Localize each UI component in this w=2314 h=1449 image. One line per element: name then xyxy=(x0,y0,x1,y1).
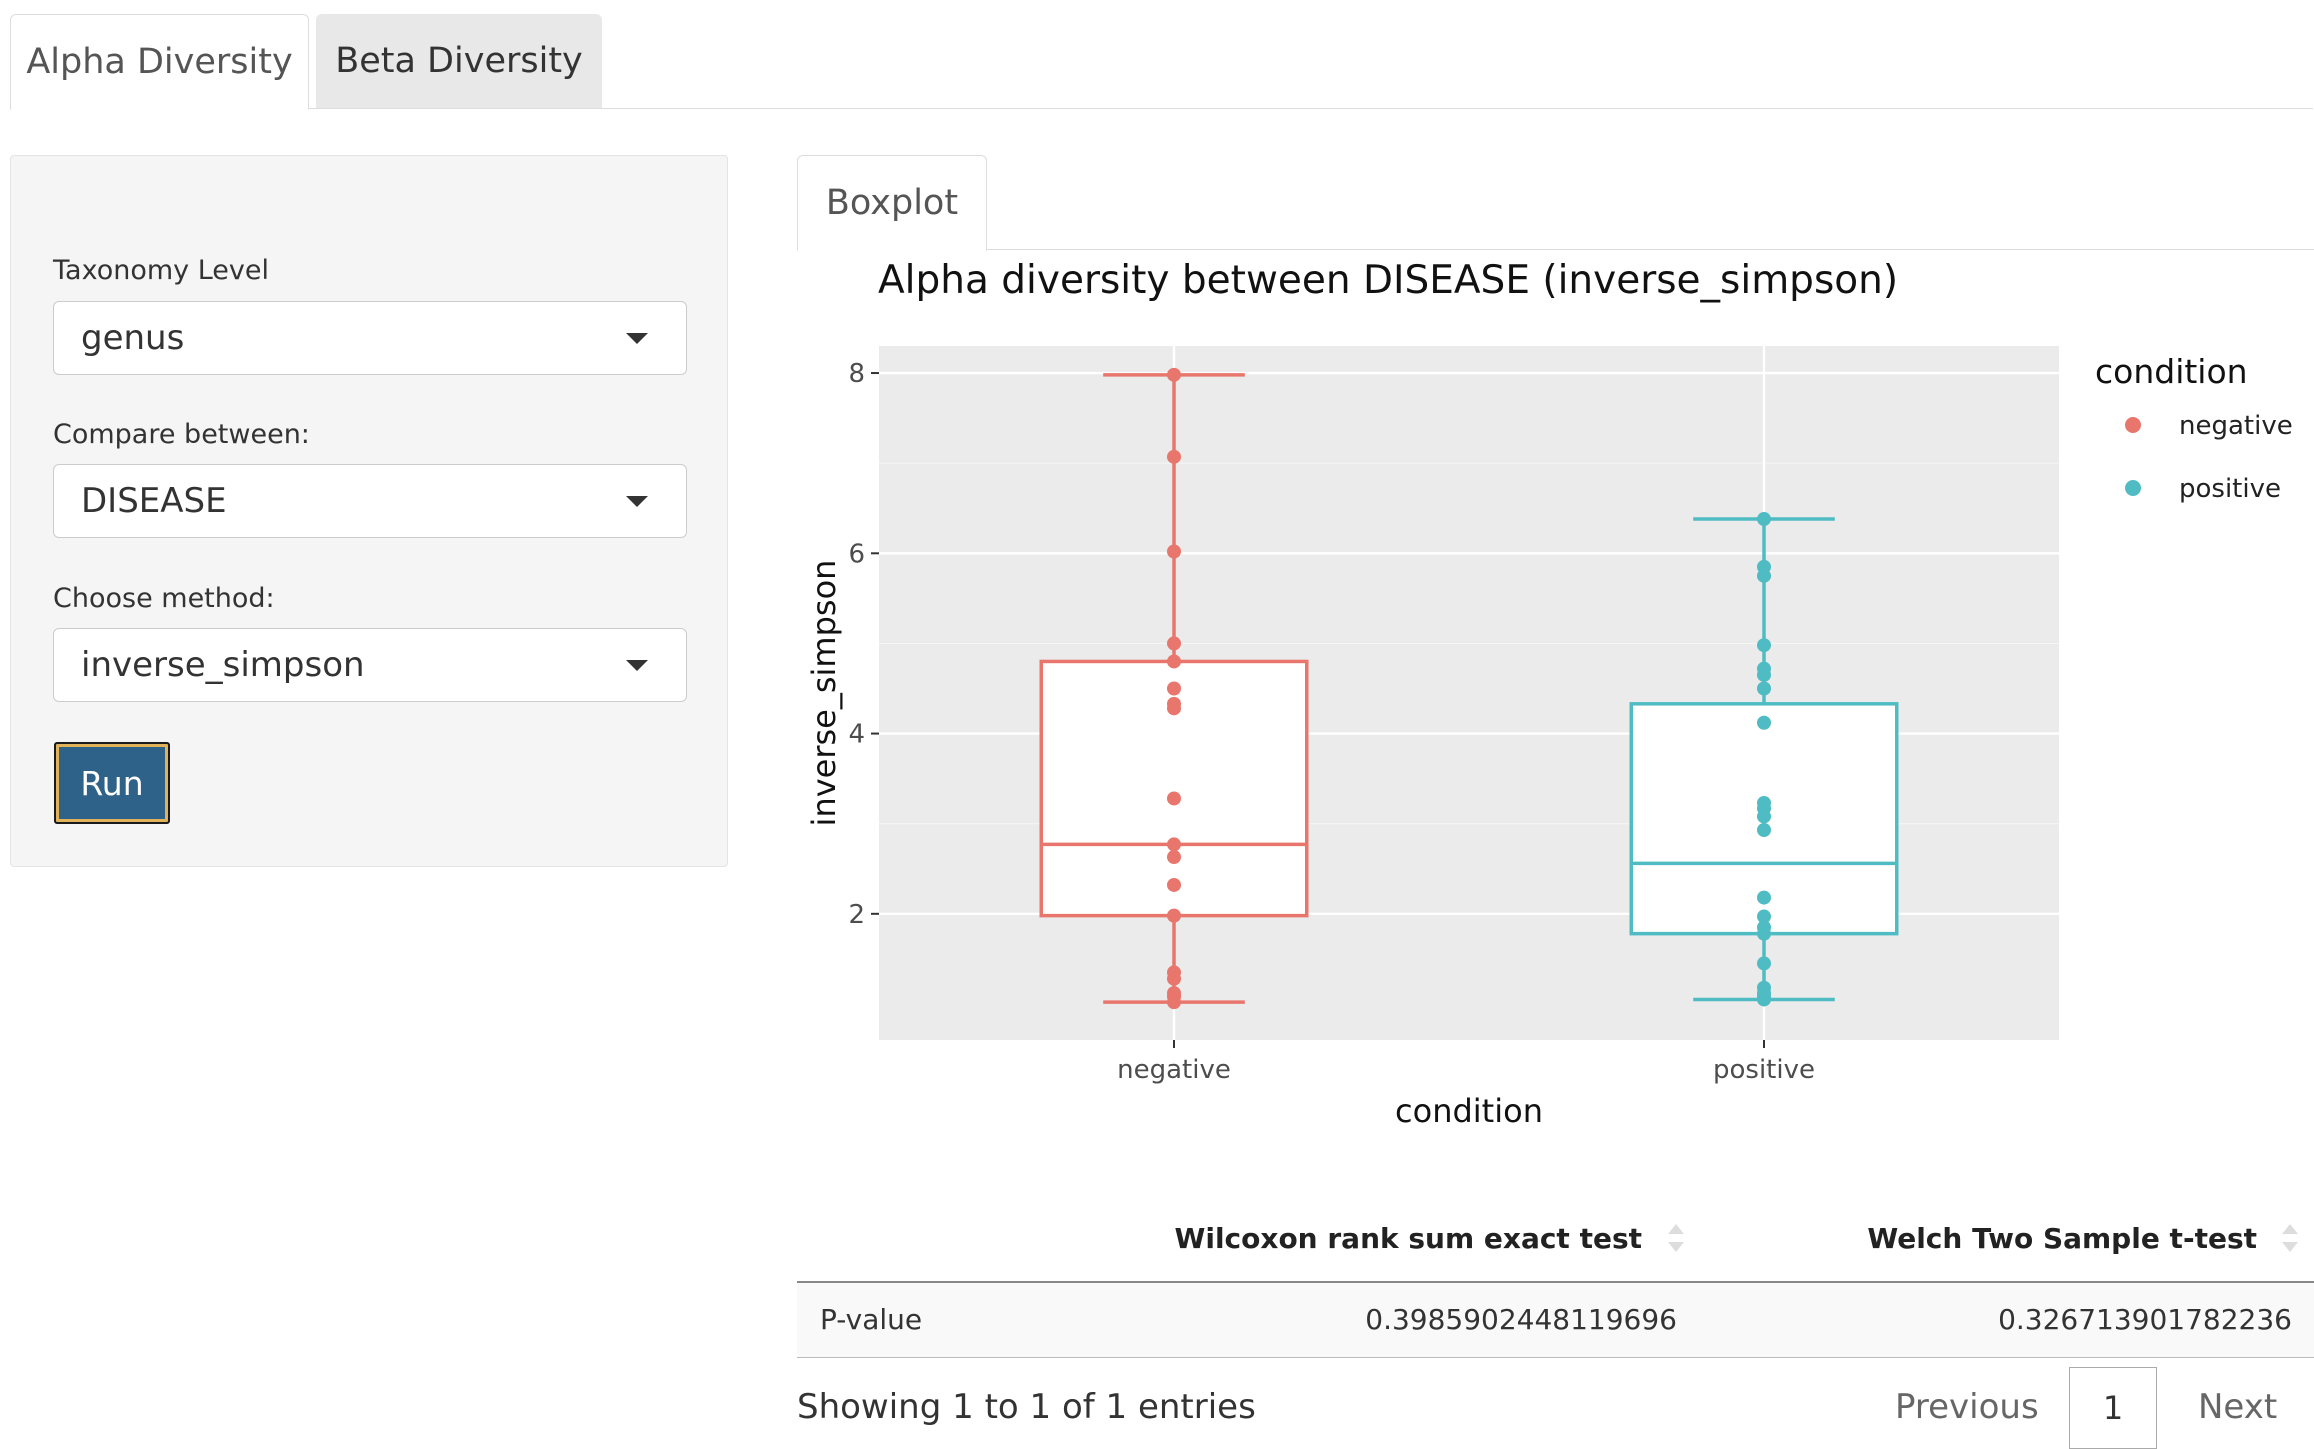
y-tick-label: 2 xyxy=(848,900,865,930)
tab-boxplot-label: Boxplot xyxy=(825,183,959,223)
data-point xyxy=(1167,681,1181,696)
legend-key xyxy=(2125,480,2141,496)
data-point xyxy=(1757,638,1771,653)
data-point xyxy=(1757,681,1771,696)
data-point xyxy=(1757,822,1771,837)
chevron-down-icon xyxy=(626,496,648,507)
data-point xyxy=(1167,791,1181,806)
table-cell-label: P-value xyxy=(820,1303,923,1336)
data-point xyxy=(1167,877,1181,892)
data-point xyxy=(1167,636,1181,651)
compare-between-value: DISEASE xyxy=(81,481,227,521)
tab-beta-diversity[interactable]: Beta Diversity xyxy=(316,14,602,108)
legend-title: condition xyxy=(2095,352,2248,391)
data-point xyxy=(1757,661,1771,676)
data-point xyxy=(1167,696,1181,711)
tab-beta-diversity-label: Beta Diversity xyxy=(335,41,583,81)
x-tick-label: positive xyxy=(1713,1055,1815,1085)
choose-method-select[interactable]: inverse_simpson xyxy=(53,628,687,702)
taxonomy-level-label: Taxonomy Level xyxy=(53,255,269,286)
data-point xyxy=(1757,920,1771,935)
data-point xyxy=(1167,965,1181,980)
data-point xyxy=(1757,980,1771,995)
y-tick-label: 6 xyxy=(848,539,865,569)
pagination-page-1-label: 1 xyxy=(2102,1389,2124,1427)
data-point xyxy=(1167,654,1181,669)
legend-label: positive xyxy=(2179,474,2281,504)
pagination-next[interactable]: Next xyxy=(2198,1387,2278,1427)
plot-tabs: Boxplot xyxy=(797,155,2314,251)
data-point xyxy=(1757,512,1771,527)
legend-key xyxy=(2125,417,2141,433)
tab-boxplot[interactable]: Boxplot xyxy=(797,155,987,251)
y-tick-label: 4 xyxy=(848,720,865,750)
chevron-down-icon xyxy=(626,660,648,671)
run-button[interactable]: Run xyxy=(54,742,170,824)
pagination-page-1[interactable]: 1 xyxy=(2069,1367,2157,1449)
data-point xyxy=(1167,449,1181,464)
legend-label: negative xyxy=(2179,411,2293,441)
y-tick-label: 8 xyxy=(848,359,865,389)
compare-between-label: Compare between: xyxy=(53,419,310,450)
sort-icon[interactable] xyxy=(2279,1221,2301,1255)
data-point xyxy=(1757,559,1771,574)
table-cell-wilcoxon: 0.3985902448119696 xyxy=(1365,1303,1677,1336)
table-info: Showing 1 to 1 of 1 entries xyxy=(797,1387,1256,1427)
table-row xyxy=(797,1283,2314,1358)
x-tick-label: negative xyxy=(1117,1055,1231,1085)
table-header-divider xyxy=(797,1281,2314,1283)
data-point xyxy=(1167,850,1181,865)
data-point xyxy=(1167,367,1181,382)
data-point xyxy=(1757,795,1771,810)
data-point xyxy=(1757,890,1771,905)
taxonomy-level-value: genus xyxy=(81,318,185,358)
data-point xyxy=(1167,544,1181,559)
run-button-label: Run xyxy=(80,763,144,803)
data-point xyxy=(1757,956,1771,971)
x-axis-title: condition xyxy=(1395,1092,1543,1130)
pagination-previous[interactable]: Previous xyxy=(1895,1387,2039,1427)
main-tabs: Alpha Diversity Beta Diversity xyxy=(10,14,2313,110)
taxonomy-level-select[interactable]: genus xyxy=(53,301,687,375)
table-cell-welch: 0.326713901782236 xyxy=(1998,1303,2292,1336)
compare-between-select[interactable]: DISEASE xyxy=(53,464,687,538)
table-header-welch[interactable]: Welch Two Sample t-test xyxy=(1867,1222,2257,1255)
tab-alpha-diversity[interactable]: Alpha Diversity xyxy=(10,14,309,110)
chart-title: Alpha diversity between DISEASE (inverse… xyxy=(878,258,1899,303)
y-axis-title: inverse_simpson xyxy=(805,560,843,827)
choose-method-value: inverse_simpson xyxy=(81,645,365,685)
choose-method-label: Choose method: xyxy=(53,583,275,614)
tab-alpha-diversity-label: Alpha Diversity xyxy=(26,42,293,82)
sort-icon[interactable] xyxy=(1665,1221,1687,1255)
data-point xyxy=(1167,837,1181,852)
boxplot-chart: 2 4 6 8 negative positive condition inverse_sim… xyxy=(805,346,2293,1130)
data-point xyxy=(1167,908,1181,923)
data-point xyxy=(1757,909,1771,924)
chevron-down-icon xyxy=(626,333,648,344)
table-header-wilcoxon[interactable]: Wilcoxon rank sum exact test xyxy=(1174,1222,1642,1255)
data-point xyxy=(1167,986,1181,1001)
data-point xyxy=(1757,715,1771,730)
